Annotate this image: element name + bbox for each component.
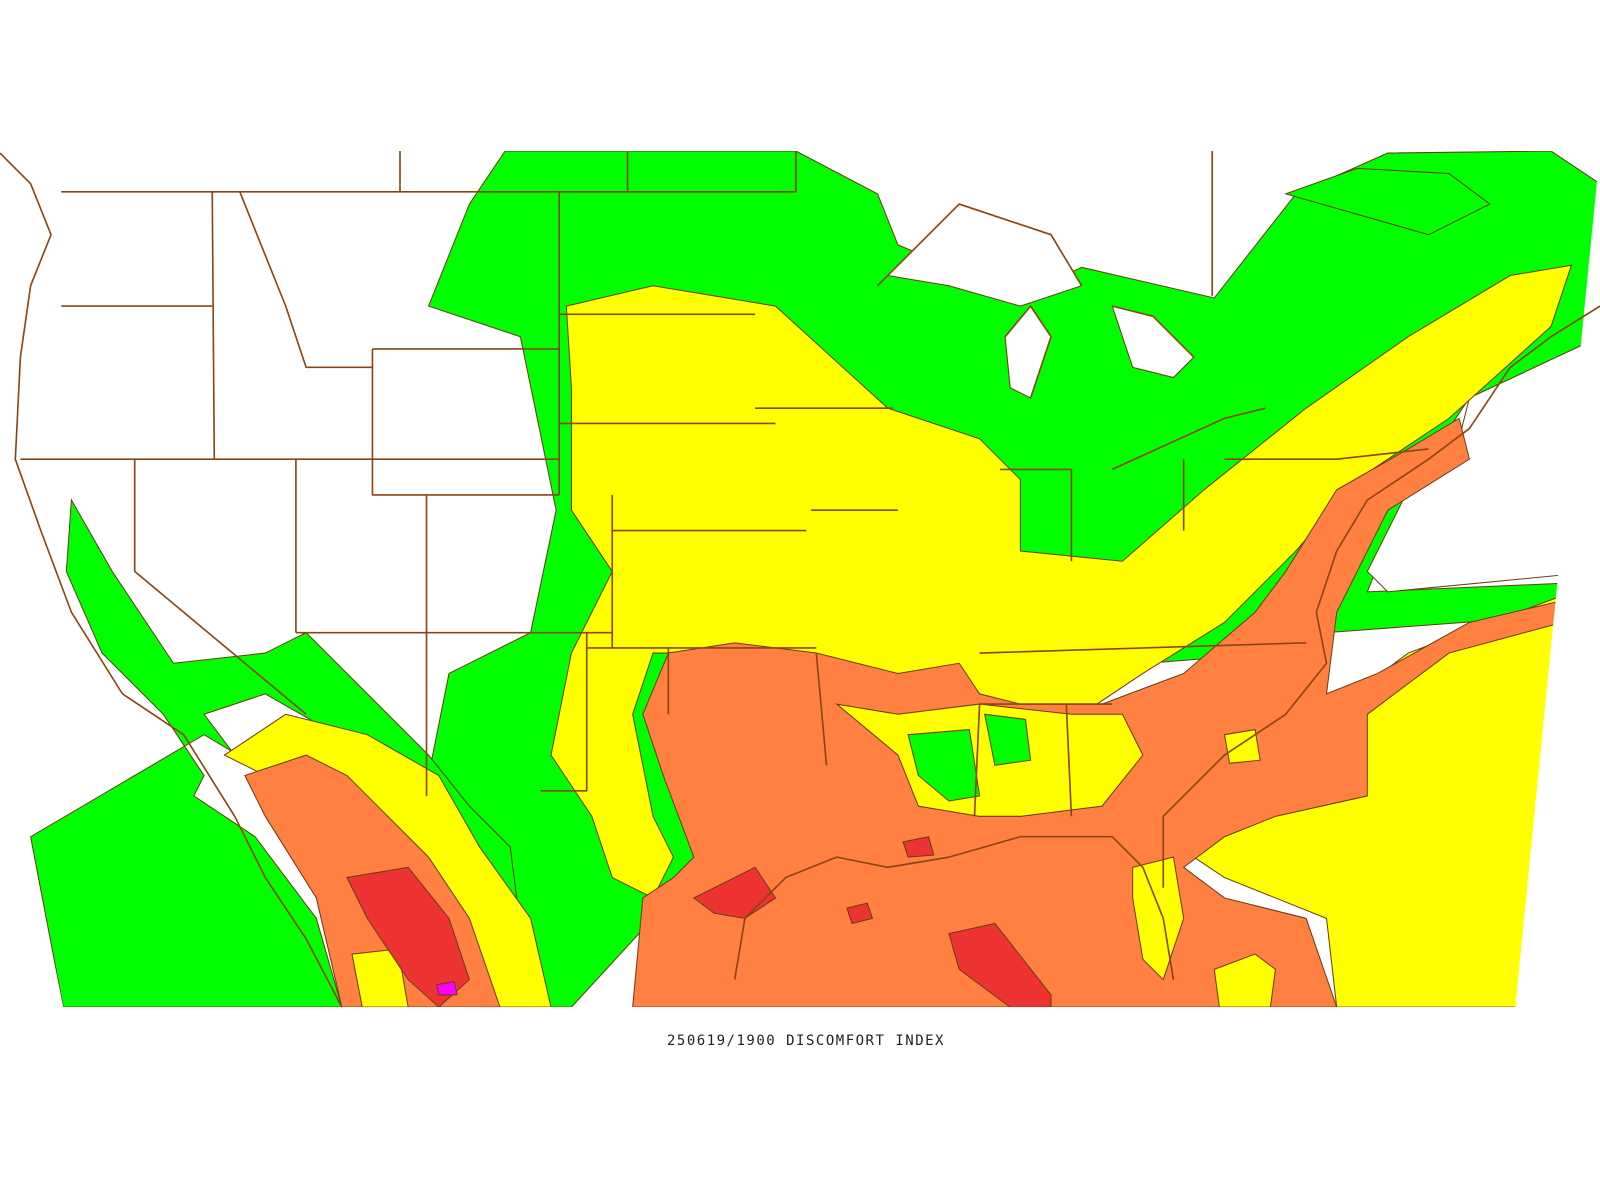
map xyxy=(0,151,1600,1008)
green-patch xyxy=(907,729,981,802)
green-patch xyxy=(984,713,1032,766)
yellow-patch xyxy=(834,703,1144,817)
borders xyxy=(0,151,1600,1008)
coastline xyxy=(0,152,1600,1008)
yellow-patch xyxy=(1132,856,1185,981)
red-zone xyxy=(846,902,874,925)
map-caption: 250619/1900 DISCOMFORT INDEX xyxy=(667,1033,945,1049)
state-borders xyxy=(20,151,1429,817)
magenta-spot xyxy=(436,981,458,996)
green-patch xyxy=(1284,167,1491,236)
red-zone xyxy=(692,866,777,919)
yellow-patch xyxy=(1213,953,1277,1008)
red-zone xyxy=(902,836,935,858)
yellow-patch xyxy=(351,948,409,1008)
great-lakes xyxy=(876,203,1266,471)
red-zone xyxy=(948,922,1052,1008)
